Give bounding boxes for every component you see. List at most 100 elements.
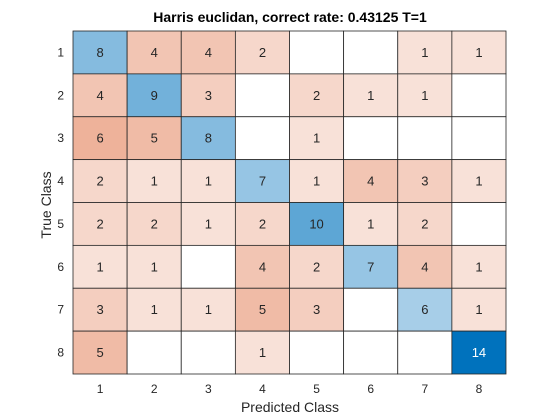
cell-value-label: 2 [259, 216, 266, 231]
cell-value-label: 4 [367, 174, 374, 189]
heatmap-cell [343, 30, 399, 75]
cell-value-label: 3 [313, 302, 320, 317]
heatmap-cell [180, 30, 236, 75]
x-tick-label: 3 [205, 382, 212, 396]
cell-value-label: 1 [367, 88, 374, 103]
heatmap-cell [126, 30, 182, 75]
cell-value-label: 5 [96, 345, 103, 360]
heatmap-cell [126, 73, 182, 118]
cell-value-label: 14 [472, 345, 486, 360]
cell-value-label: 1 [313, 131, 320, 146]
heatmap-cell [289, 30, 345, 75]
cell-value-label: 4 [421, 259, 428, 274]
heatmap-cell [126, 330, 182, 375]
heatmap-cell [343, 287, 399, 332]
cell-value-label: 1 [205, 174, 212, 189]
heatmap-cell [126, 287, 182, 332]
heatmap-cell [397, 330, 453, 375]
cell-value-label: 3 [421, 174, 428, 189]
cell-value-label: 4 [96, 88, 103, 103]
heatmap-cell [451, 330, 507, 375]
cell-value-label: 9 [151, 88, 158, 103]
heatmap-cell [289, 287, 345, 332]
cell-value-label: 1 [205, 302, 212, 317]
heatmap-cell [343, 330, 399, 375]
cell-value-label: 1 [96, 259, 103, 274]
x-tick-label: 2 [151, 382, 158, 396]
cell-value-label: 1 [151, 259, 158, 274]
heatmap-cell [451, 287, 507, 332]
heatmap-cell [451, 202, 507, 246]
cell-value-label: 4 [151, 45, 158, 60]
heatmap-cell [72, 287, 128, 332]
y-tick-label: 1 [57, 45, 64, 59]
heatmap-cell [289, 330, 345, 375]
cell-value-label: 5 [259, 302, 266, 317]
heatmap-cell [343, 116, 399, 161]
y-tick-label: 3 [57, 131, 64, 145]
cell-value-label: 4 [205, 45, 212, 60]
heatmap-cell [289, 73, 345, 118]
y-tick-label: 8 [57, 346, 64, 360]
x-tick-label: 1 [97, 382, 104, 396]
heatmap-cell [72, 159, 128, 203]
cell-value-label: 2 [96, 216, 103, 231]
cell-value-label: 4 [259, 259, 266, 274]
cell-value-label: 1 [421, 88, 428, 103]
cell-value-label: 6 [421, 302, 428, 317]
heatmap-cell [72, 330, 128, 375]
x-tick-label: 7 [421, 382, 428, 396]
heatmap-cell [451, 30, 507, 75]
cell-value-label: 6 [96, 131, 103, 146]
heatmap-cell [289, 202, 345, 246]
x-tick-label: 8 [476, 382, 483, 396]
heatmap-cell [451, 73, 507, 118]
heatmap-cell [126, 116, 182, 161]
cell-value-label: 1 [313, 174, 320, 189]
cell-value-label: 5 [151, 131, 158, 146]
cell-value-label: 1 [367, 216, 374, 231]
heatmap-cell [234, 73, 290, 118]
y-tick-label: 7 [57, 303, 64, 317]
heatmap-cells: 8 4 4 2 1 14 9 3 2 1 16 5 8 12 1 1 7 1 4 3 12 2 1 2 10 1 21 1 4 2 7 4 13… [72, 30, 507, 375]
cell-value-label: 2 [313, 88, 320, 103]
heatmap-cell [234, 330, 290, 375]
heatmap-cell [397, 73, 453, 118]
cell-value-label: 1 [475, 302, 482, 317]
heatmap-cell [397, 159, 453, 203]
heatmap-cell [234, 159, 290, 203]
heatmap-cell [451, 116, 507, 161]
x-tick-label: 6 [367, 382, 374, 396]
heatmap-cell [180, 244, 236, 289]
chart-title: Harris euclidan, correct rate: 0.43125 T… [153, 9, 427, 25]
y-axis-label: True Class [38, 171, 54, 238]
cell-value-label: 10 [309, 216, 323, 231]
heatmap-cell [234, 116, 290, 161]
x-tick-label: 5 [313, 382, 320, 396]
cell-value-label: 3 [96, 302, 103, 317]
cell-value-label: 8 [96, 45, 103, 60]
cell-value-label: 1 [475, 174, 482, 189]
cell-value-label: 2 [313, 259, 320, 274]
x-tick-labels: 1 2 3 4 5 6 7 8 [97, 382, 483, 396]
y-tick-label: 4 [57, 174, 64, 188]
heatmap-cell [72, 30, 128, 75]
cell-value-label: 7 [259, 174, 266, 189]
heatmap-cell [451, 159, 507, 203]
heatmap-cell [180, 159, 236, 203]
heatmap-cell [343, 244, 399, 289]
cell-value-label: 2 [259, 45, 266, 60]
x-axis-label: Predicted Class [241, 399, 339, 415]
heatmap-cell [126, 159, 182, 203]
heatmap-cell [234, 287, 290, 332]
cell-value-label: 2 [96, 174, 103, 189]
heatmap-cell [397, 202, 453, 246]
cell-value-label: 7 [367, 259, 374, 274]
heatmap-cell [180, 330, 236, 375]
heatmap-cell [289, 116, 345, 161]
heatmap-cell [180, 202, 236, 246]
cell-value-label: 1 [151, 174, 158, 189]
heatmap-cell [397, 116, 453, 161]
cell-value-label: 3 [205, 88, 212, 103]
